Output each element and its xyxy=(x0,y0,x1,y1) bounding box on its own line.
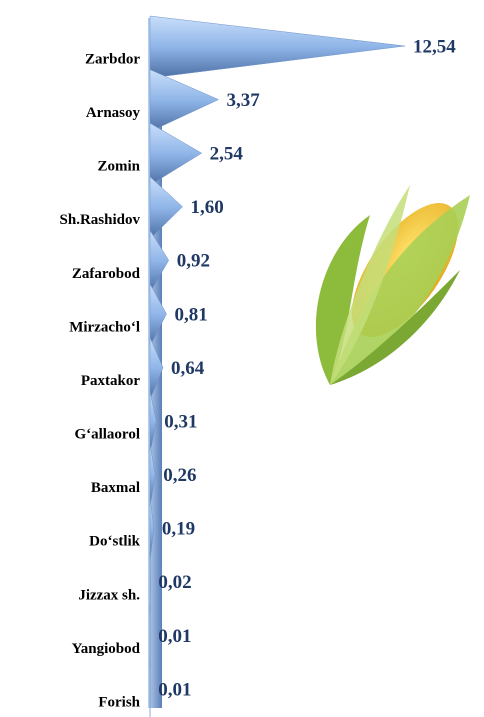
category-label: Sh.Rashidov xyxy=(60,212,141,228)
category-label: Jizzax sh. xyxy=(78,587,140,603)
category-label: Do‘stlik xyxy=(89,534,140,550)
category-label: Zomin xyxy=(97,159,140,175)
category-label: Baxmal xyxy=(91,480,140,496)
category-label: Zarbdor xyxy=(85,51,140,67)
category-label: Mirzacho‘l xyxy=(69,319,140,335)
value-label: 0,31 xyxy=(164,411,197,432)
chart: Zarbdor 12,54 Arnasoy 3,37 Zomin 2,54 Sh.Rashi… xyxy=(0,0,484,717)
category-label: G‘allaorol xyxy=(74,427,140,443)
category-label: Forish xyxy=(98,694,140,710)
value-label: 0,19 xyxy=(162,519,195,540)
value-label: 0,26 xyxy=(163,465,196,486)
bar xyxy=(150,16,405,78)
category-label: Zafarobod xyxy=(72,266,141,282)
value-label: 1,60 xyxy=(191,197,224,218)
value-label: 2,54 xyxy=(210,144,244,165)
value-label: 0,01 xyxy=(158,626,191,647)
category-label: Yangiobod xyxy=(72,641,141,657)
bar xyxy=(150,70,219,132)
value-label: 0,64 xyxy=(171,358,205,379)
value-label: 0,02 xyxy=(158,572,191,593)
value-label: 0,92 xyxy=(177,251,210,272)
value-label: 12,54 xyxy=(413,36,456,57)
bar xyxy=(150,177,183,239)
corn-illustration xyxy=(316,185,479,385)
category-label: Arnasoy xyxy=(86,105,141,121)
value-label: 0,81 xyxy=(174,304,207,325)
value-label: 3,37 xyxy=(227,90,261,111)
bar xyxy=(150,123,202,185)
category-label: Paxtakor xyxy=(81,373,141,389)
value-label: 0,01 xyxy=(158,679,191,700)
